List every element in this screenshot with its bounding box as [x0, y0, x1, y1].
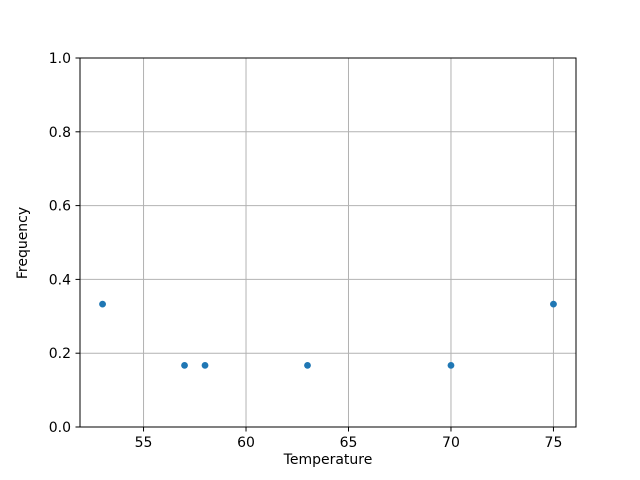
data-point [201, 361, 209, 369]
data-point [181, 361, 188, 369]
y-tick-label: 0.4 [49, 272, 71, 288]
axes-spines [79, 57, 577, 428]
y-tick-label: 1.0 [49, 51, 71, 67]
x-tick-label: 55 [135, 435, 153, 451]
data-point [447, 361, 455, 369]
y-tick-label: 0.6 [49, 199, 71, 215]
data-point [99, 300, 106, 308]
x-tick-label: 70 [442, 435, 460, 451]
y-axis-label: Frequency [15, 207, 31, 279]
y-tick-label: 0.0 [49, 420, 71, 436]
x-tick-label: 75 [545, 435, 563, 451]
y-tick-label: 0.2 [49, 346, 71, 362]
data-point [550, 300, 557, 308]
y-tick-label: 0.8 [49, 125, 71, 141]
data-point [304, 361, 311, 369]
plot-area [80, 58, 576, 427]
x-axis-label: Temperature [283, 452, 373, 468]
x-tick-label: 60 [237, 435, 255, 451]
x-tick-label: 65 [340, 435, 358, 451]
